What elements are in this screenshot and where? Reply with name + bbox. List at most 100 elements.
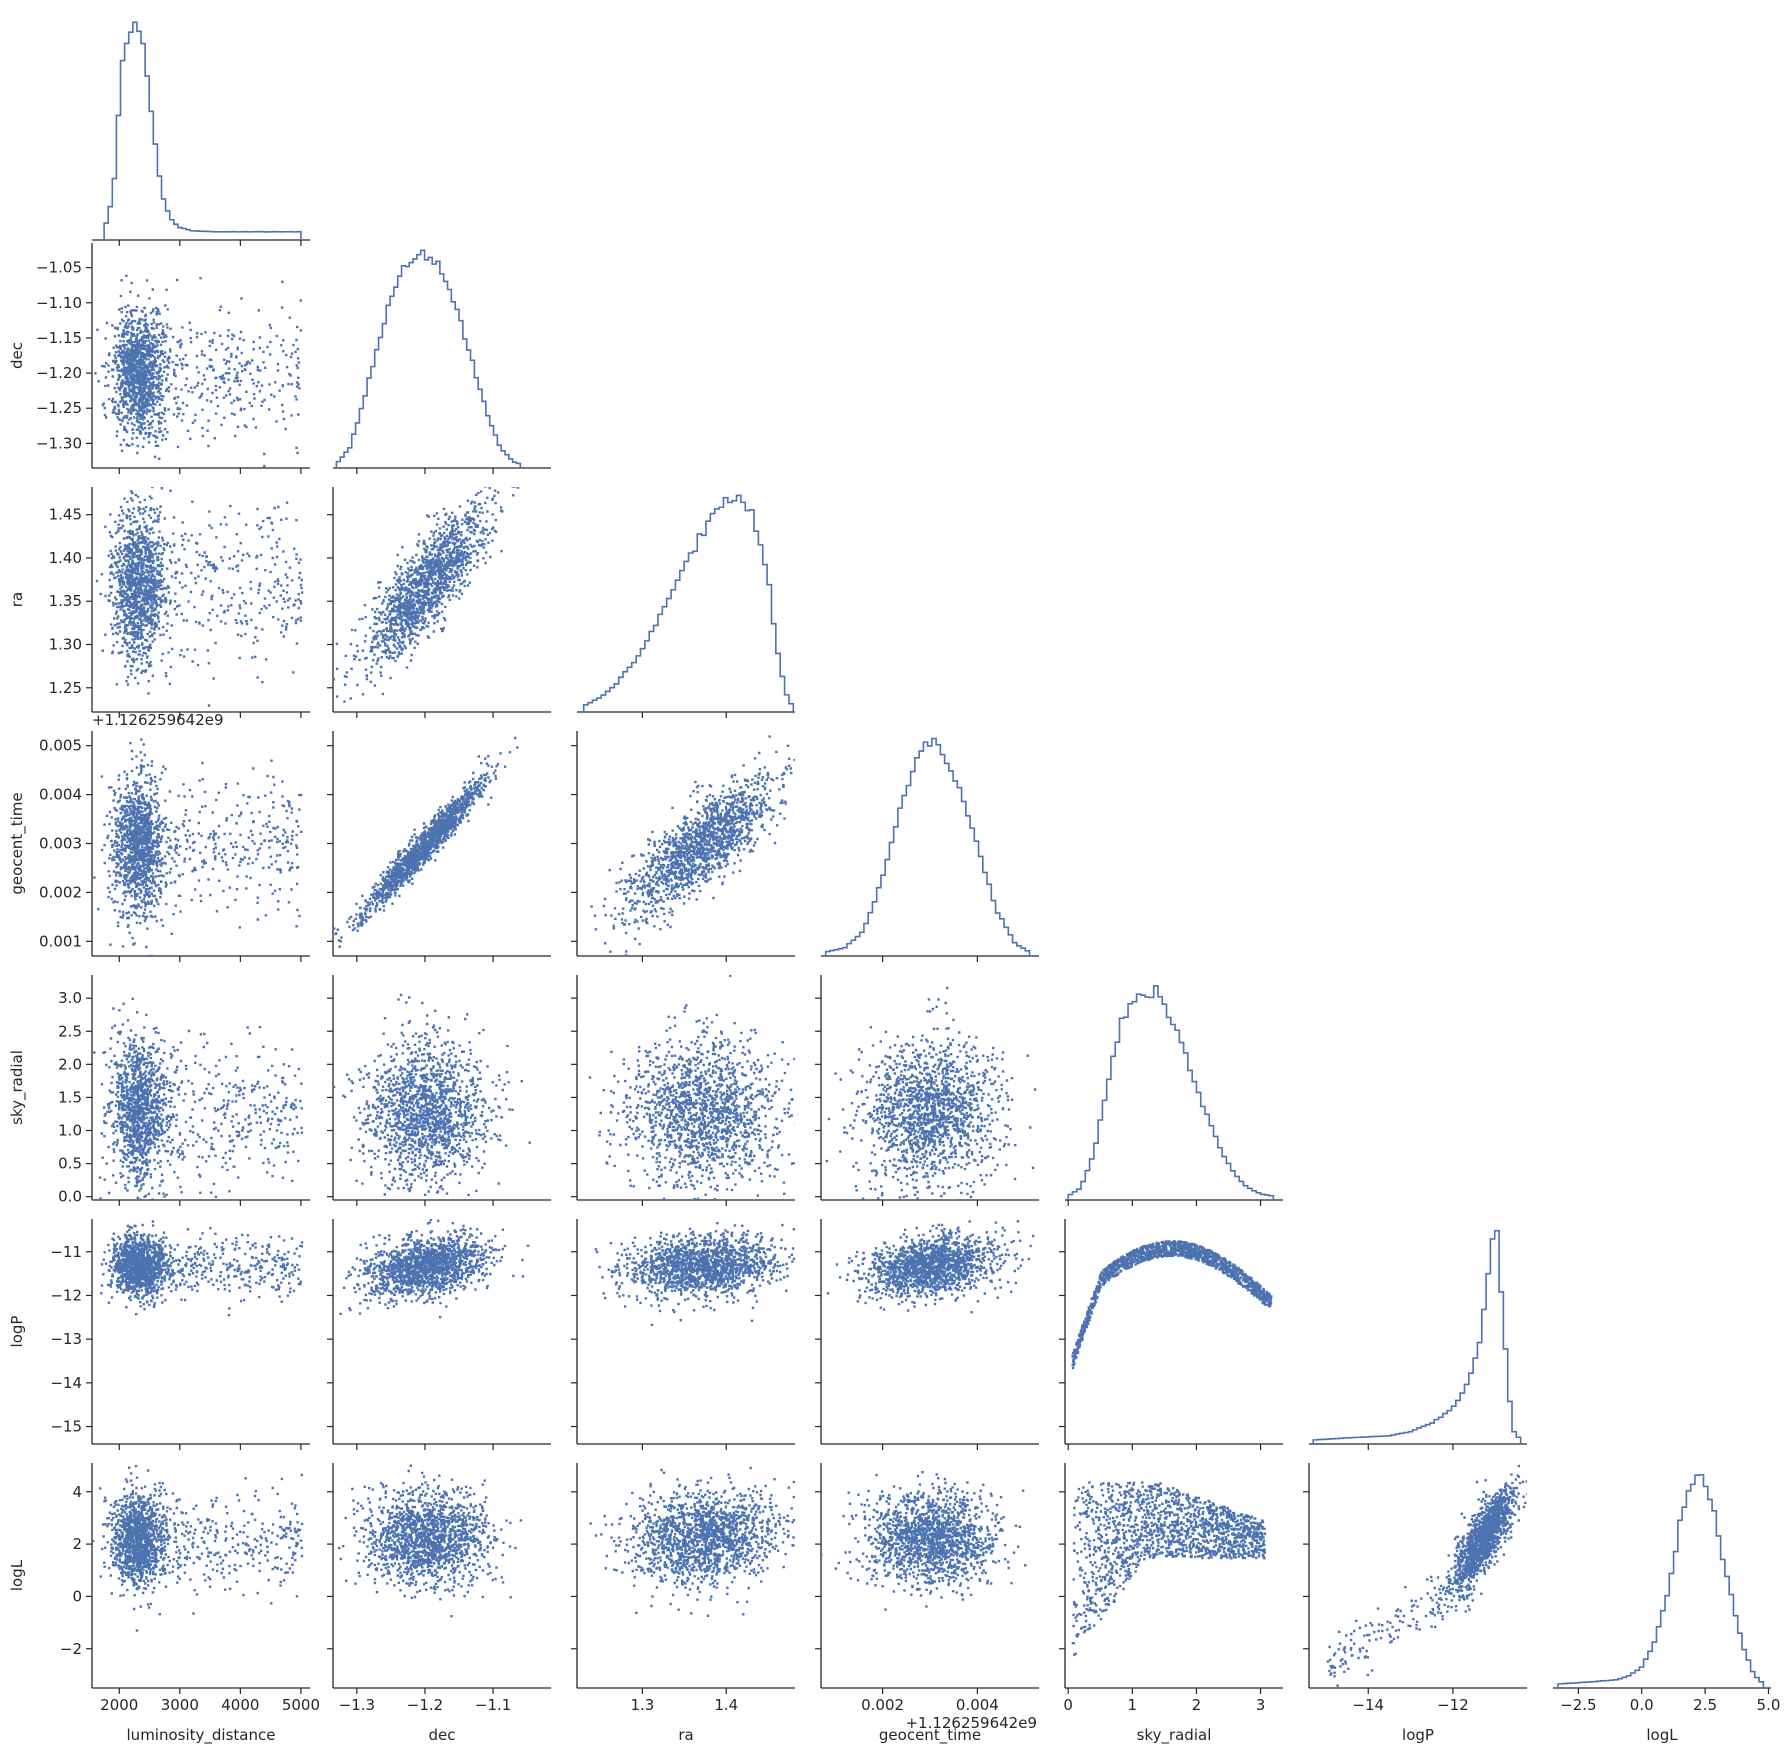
scatter-panel-ra-vs-logL: 1.3 1.4 <box>571 1463 795 1714</box>
y-tick-label: −1.30 <box>36 434 82 452</box>
scatter-points <box>333 487 520 703</box>
x-tick-label: −1.2 <box>407 1696 443 1714</box>
scatter-dots <box>1071 1240 1273 1370</box>
x-axis-label-dec: dec <box>429 1726 456 1744</box>
scatter-points <box>94 274 302 468</box>
scatter-panel-geocent_time-vs-logL: 0.002 0.004 <box>815 1463 1039 1714</box>
scatter-panel-sky_radial-vs-logL: 0 1 2 3 <box>1059 1463 1283 1714</box>
histogram-panel-ra <box>577 494 795 718</box>
x-tick-label: 1.4 <box>714 1696 738 1714</box>
y-tick-label: −2 <box>60 1640 82 1658</box>
scatter-dots <box>1326 1464 1527 1687</box>
y-axis-label-geocent_time: geocent_time <box>8 792 27 894</box>
y-axis-label-sky_radial: sky_radial <box>8 1050 27 1125</box>
scatter-panel-luminosity_distance-vs-dec: −1.30 −1.25 −1.20 −1.15 −1.10 −1.05 <box>36 243 310 474</box>
scatter-panel-dec-vs-ra <box>327 487 551 718</box>
histogram-panel-logP <box>1309 1229 1527 1450</box>
scatter-panel-geocent_time-vs-logP <box>815 1219 1039 1450</box>
histogram-dec <box>335 249 522 468</box>
scatter-dots <box>588 975 795 1200</box>
scatter-panel-luminosity_distance-vs-logL: −2 0 2 4 2000 3000 4000 5000 <box>60 1463 320 1714</box>
histogram-panel-dec <box>333 249 551 474</box>
scatter-panel-luminosity_distance-vs-geocent_time: 0.001 0.002 0.003 0.004 0.005 <box>39 731 310 962</box>
scatter-points <box>100 1220 304 1317</box>
scatter-points <box>333 736 519 948</box>
x-tick-label: 0.004 <box>956 1696 999 1714</box>
x-tick-label: 5.0 <box>1757 1696 1781 1714</box>
scatter-dots <box>338 1464 523 1618</box>
scatter-dots <box>333 487 520 703</box>
scatter-panel-luminosity_distance-vs-sky_radial: 0.0 0.5 1.0 1.5 2.0 2.5 3.0 <box>58 975 310 1206</box>
x-tick-label: 1.3 <box>630 1696 654 1714</box>
y-tick-label: −15 <box>50 1418 82 1436</box>
y-tick-label: 4 <box>72 1483 82 1501</box>
scatter-panel-dec-vs-geocent_time <box>327 731 551 962</box>
scatter-points <box>333 993 531 1197</box>
scatter-points <box>1326 1464 1527 1687</box>
x-tick-label: 0 <box>1063 1696 1073 1714</box>
y-tick-label: −12 <box>50 1286 82 1304</box>
scatter-panel-ra-vs-geocent_time <box>571 731 795 962</box>
y-tick-label: 1.5 <box>58 1088 82 1106</box>
y-tick-label: 0.0 <box>58 1188 82 1206</box>
x-axis-label-logP: logP <box>1402 1726 1434 1744</box>
y-tick-label: 1.25 <box>49 679 82 697</box>
x-tick-label: 4000 <box>221 1696 259 1714</box>
x-axis-label-luminosity_distance: luminosity_distance <box>127 1726 276 1745</box>
scatter-dots <box>590 735 795 956</box>
scatter-dots <box>333 1219 530 1319</box>
scatter-panel-sky_radial-vs-logP <box>1059 1219 1283 1450</box>
scatter-points <box>825 986 1037 1200</box>
x-offset-label: +1.126259642e9 <box>905 1714 1037 1732</box>
y-tick-label: −13 <box>50 1330 82 1348</box>
histogram-logP <box>1312 1229 1522 1444</box>
y-axis-label-logP: logP <box>8 1316 26 1348</box>
scatter-points <box>590 735 795 956</box>
x-tick-label: 2.5 <box>1693 1696 1717 1714</box>
y-tick-label: 2.0 <box>58 1055 82 1073</box>
histogram-sky_radial <box>1067 985 1275 1200</box>
scatter-dots <box>594 1222 795 1326</box>
scatter-points <box>333 1219 530 1319</box>
scatter-points <box>338 1464 523 1618</box>
scatter-panel-luminosity_distance-vs-logP: −15 −14 −13 −12 −11 <box>50 1219 310 1450</box>
x-tick-label: −2.5 <box>1560 1696 1596 1714</box>
histogram-panel-geocent_time <box>821 737 1039 962</box>
scatter-points <box>93 997 304 1200</box>
y-tick-label: 0.005 <box>39 737 82 755</box>
y-tick-label: 0.004 <box>39 786 82 804</box>
y-tick-label: −11 <box>50 1243 82 1261</box>
y-tick-label: 3.0 <box>58 989 82 1007</box>
scatter-points <box>594 1222 795 1326</box>
scatter-dots <box>93 738 303 956</box>
scatter-panel-ra-vs-logP <box>571 1219 795 1450</box>
scatter-dots <box>94 274 302 468</box>
x-tick-label: 0.002 <box>861 1696 904 1714</box>
x-axis-label-geocent_time: geocent_time <box>879 1726 981 1745</box>
x-tick-label: −14 <box>1352 1696 1384 1714</box>
x-tick-label: 2000 <box>100 1696 138 1714</box>
y-tick-label: 2.5 <box>58 1022 82 1040</box>
x-tick-label: 1 <box>1128 1696 1138 1714</box>
y-axis-label-logL: logL <box>8 1559 26 1591</box>
y-tick-label: −1.20 <box>36 364 82 382</box>
y-tick-label: 0 <box>72 1587 82 1605</box>
scatter-panel-dec-vs-logP <box>327 1219 551 1450</box>
panel-grid: −2.5 0.0 2.5 5.0 −1.30−1.25−1.20−1.15−1.10−1… <box>36 21 1781 1714</box>
histogram-panel-logL: −2.5 0.0 2.5 5.0 <box>1553 1474 1781 1714</box>
histogram-ra <box>582 494 795 712</box>
scatter-points <box>826 1220 1035 1314</box>
scatter-dots <box>333 993 531 1197</box>
histogram-panel-sky_radial <box>1065 985 1283 1206</box>
y-tick-label: 1.0 <box>58 1122 82 1140</box>
scatter-dots <box>825 986 1037 1200</box>
y-tick-label: 0.001 <box>39 932 82 950</box>
x-tick-label: −1.3 <box>339 1696 375 1714</box>
axis-labels: luminosity_distance dec dec ra ra geocent_tim… <box>8 342 1678 1745</box>
y-tick-label: 2 <box>72 1535 82 1553</box>
y-tick-label: 0.003 <box>39 835 82 853</box>
y-tick-label: −1.10 <box>36 294 82 312</box>
y-tick-label: −14 <box>50 1374 82 1392</box>
scatter-dots <box>92 1464 304 1632</box>
y-tick-label: 1.35 <box>49 592 82 610</box>
